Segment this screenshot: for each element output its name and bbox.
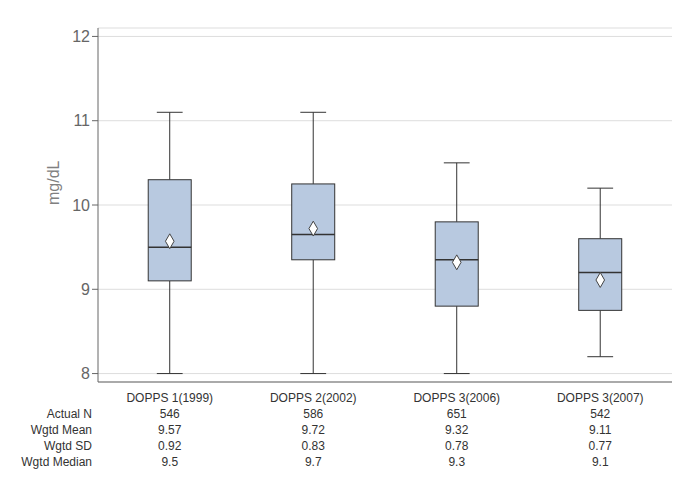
svg-text:DOPPS 3(2006): DOPPS 3(2006) [413,391,500,405]
svg-text:542: 542 [590,407,610,421]
svg-text:9: 9 [81,281,90,298]
svg-text:9.57: 9.57 [158,423,182,437]
svg-text:586: 586 [303,407,323,421]
svg-text:12: 12 [72,28,90,45]
svg-text:DOPPS 1(1999): DOPPS 1(1999) [126,391,213,405]
svg-text:mg/dL: mg/dL [45,160,62,205]
svg-text:9.1: 9.1 [592,455,609,469]
svg-text:Actual N: Actual N [47,407,92,421]
svg-text:0.78: 0.78 [445,439,469,453]
svg-text:9.5: 9.5 [161,455,178,469]
svg-text:0.83: 0.83 [302,439,326,453]
svg-text:9.72: 9.72 [302,423,326,437]
svg-text:DOPPS 3(2007): DOPPS 3(2007) [557,391,644,405]
svg-text:9.7: 9.7 [305,455,322,469]
svg-text:10: 10 [72,197,90,214]
svg-text:Wgtd SD: Wgtd SD [44,439,92,453]
svg-text:9.11: 9.11 [589,423,612,437]
svg-text:8: 8 [81,365,90,382]
svg-text:0.77: 0.77 [589,439,613,453]
svg-text:DOPPS 2(2002): DOPPS 2(2002) [270,391,357,405]
svg-text:Wgtd Mean: Wgtd Mean [31,423,92,437]
svg-text:9.32: 9.32 [445,423,469,437]
svg-text:Wgtd Median: Wgtd Median [21,455,92,469]
svg-text:11: 11 [73,112,90,129]
svg-text:546: 546 [160,407,180,421]
svg-text:9.3: 9.3 [448,455,465,469]
svg-text:0.92: 0.92 [158,439,182,453]
svg-text:651: 651 [447,407,467,421]
